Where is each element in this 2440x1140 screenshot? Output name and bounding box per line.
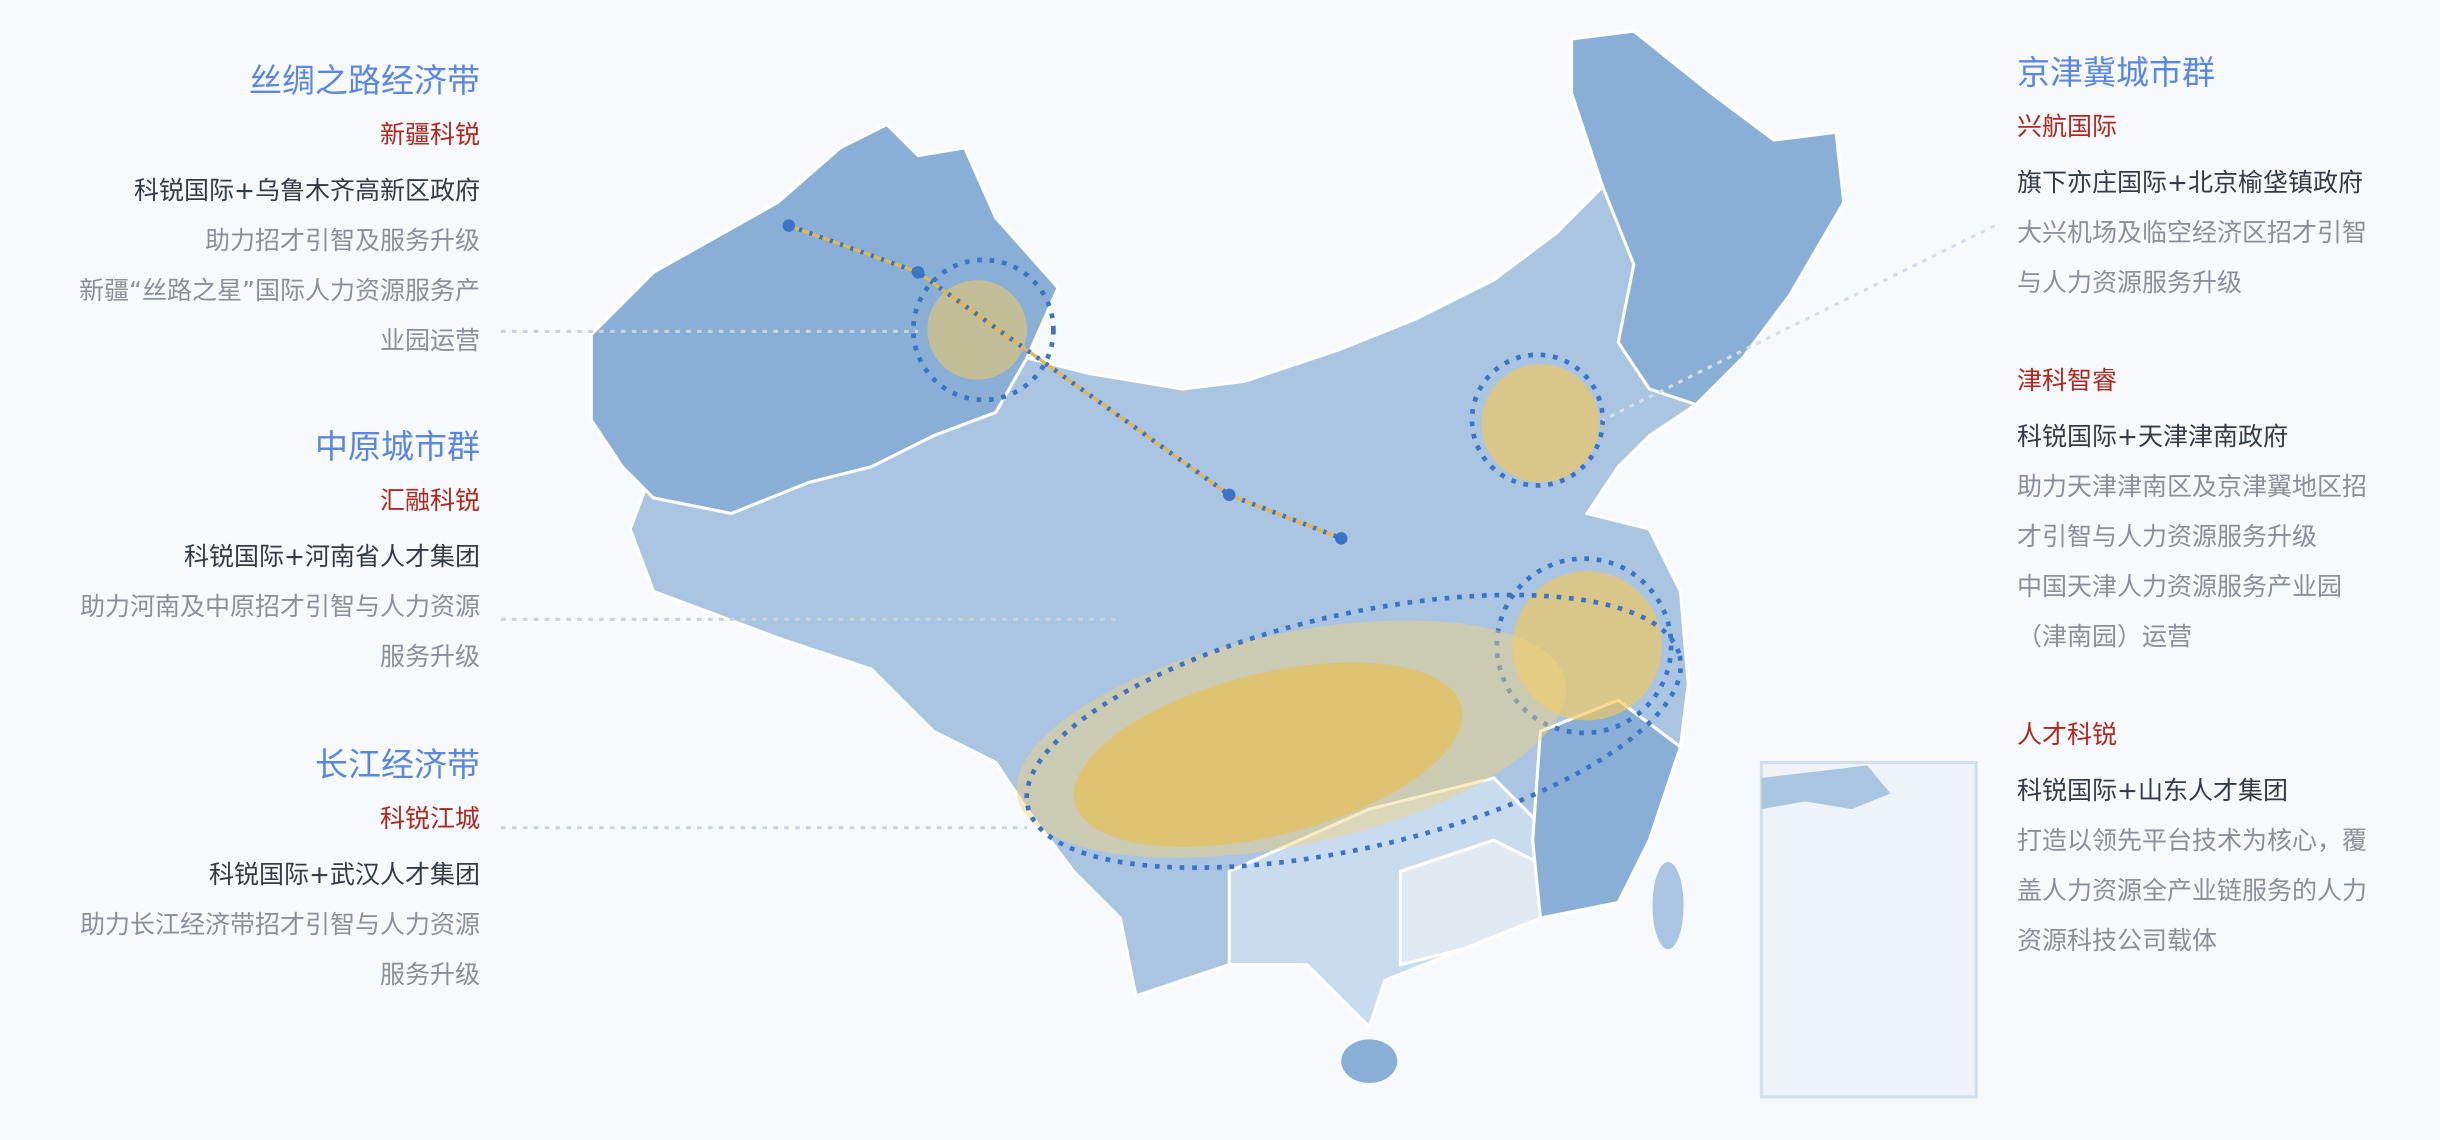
desc-line: 助力长江经济带招才引智与人力资源 [79, 910, 480, 939]
yangtze-highlight [1073, 662, 1463, 847]
hainan [1341, 1039, 1398, 1083]
desc-line: 业园运营 [379, 326, 480, 355]
inset-coast [1761, 765, 1891, 810]
route-node [1335, 532, 1348, 545]
partner-text: 科锐国际+河南省人才集团 [184, 542, 480, 571]
silk-road-dots [788, 223, 1343, 541]
company-name: 津科智睿 [2017, 366, 2118, 395]
desc-line: 中国天津人力资源服务产业园 [2017, 572, 2343, 601]
desc-line: 新疆“丝路之星”国际人力资源服务产 [79, 276, 480, 305]
block-title: 丝绸之路经济带 [249, 61, 480, 100]
south-region [1227, 776, 1558, 1030]
desc-line: 助力招才引智及服务升级 [204, 226, 480, 255]
desc-line: 盖人力资源全产业链服务的人力 [2017, 876, 2368, 905]
company-name: 科锐江城 [379, 804, 480, 833]
company-name: 人才科锐 [2017, 720, 2118, 749]
northeast-region [1570, 29, 1846, 407]
xinjiang-highlight [927, 280, 1027, 380]
block-silk-road: 丝绸之路经济带 新疆科锐 科锐国际+乌鲁木齐高新区政府 助力招才引智及服务升级 … [79, 56, 480, 366]
desc-line: 与人力资源服务升级 [2017, 268, 2243, 297]
desc-line: 大兴机场及临空经济区招才引智 [2017, 218, 2368, 247]
xinjiang-region [589, 122, 1060, 516]
desc-line: 资源科技公司载体 [2017, 926, 2218, 955]
partner-text: 科锐国际+乌鲁木齐高新区政府 [134, 176, 480, 205]
desc-line: 助力河南及中原招才引智与人力资源 [79, 592, 480, 621]
partner-text: 科锐国际+山东人才集团 [2017, 776, 2288, 805]
partner-text: 旗下亦庄国际+北京榆垡镇政府 [2017, 168, 2363, 197]
xinjiang-dashed-ring [911, 257, 1056, 403]
desc-line: 助力天津津南区及京津翼地区招 [2017, 472, 2368, 501]
company-name: 兴航国际 [2017, 112, 2118, 141]
route-node [782, 219, 796, 232]
yangtze-dashed-ring [1024, 592, 1684, 871]
block-title: 长江经济带 [315, 745, 480, 784]
block-jingjinji: 京津冀城市群 兴航国际 旗下亦庄国际+北京榆垡镇政府 大兴机场及临空经济区招才引… [2017, 48, 2367, 966]
partner-text: 科锐国际+天津津南政府 [2017, 422, 2288, 451]
taiwan [1652, 862, 1684, 950]
block-zhongyuan: 中原城市群 汇融科锐 科锐国际+河南省人才集团 助力河南及中原招才引智与人力资源… [80, 422, 480, 682]
desc-line: 服务升级 [379, 960, 480, 989]
block-title: 中原城市群 [315, 427, 480, 466]
block-yangtze: 长江经济带 科锐江城 科锐国际+武汉人才集团 助力长江经济带招才引智与人力资源 … [80, 740, 480, 1000]
beijing-highlight [1481, 364, 1600, 483]
partner-text: 科锐国际+武汉人才集团 [209, 860, 480, 889]
leader-line-jingjinji [1601, 224, 1996, 422]
desc-line: 打造以领先平台技术为核心，覆 [2017, 826, 2368, 855]
desc-line: 服务升级 [379, 642, 480, 671]
route-node [1223, 488, 1236, 502]
route-node [911, 266, 925, 279]
desc-line: （津南园）运营 [2017, 622, 2193, 651]
shandong-highlight [1512, 571, 1662, 721]
south-china-sea-inset [1759, 760, 1978, 1099]
shandong-dashed-ring [1494, 556, 1674, 736]
block-title: 京津冀城市群 [2017, 53, 2215, 92]
desc-line: 才引智与人力资源服务升级 [2017, 522, 2318, 551]
company-name: 汇融科锐 [379, 486, 480, 515]
company-name: 新疆科锐 [379, 120, 480, 149]
east-coast-region [1531, 698, 1683, 920]
